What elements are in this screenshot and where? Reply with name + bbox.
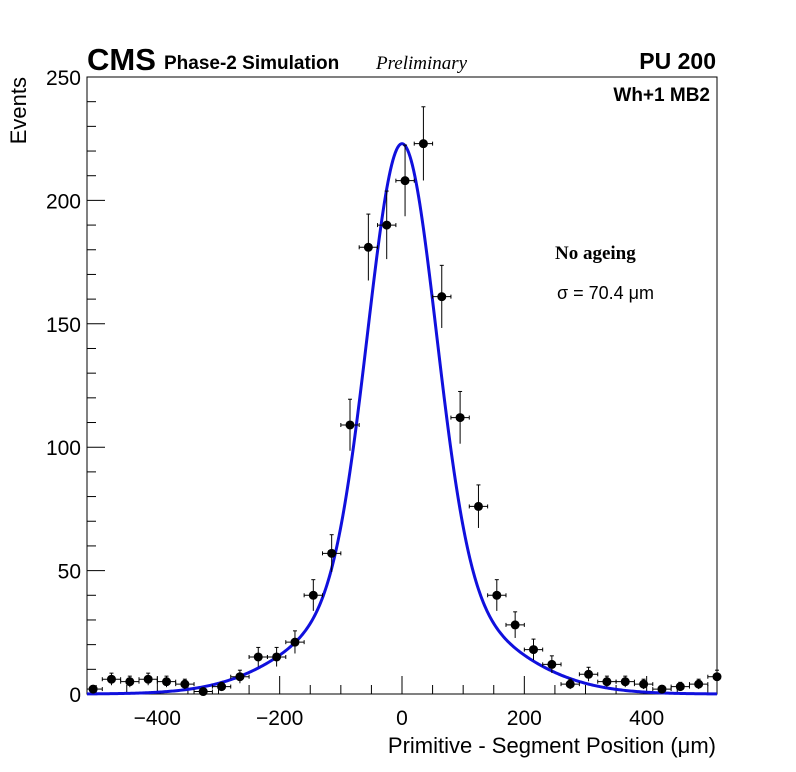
preliminary-label: Preliminary <box>375 53 468 74</box>
data-point <box>340 398 360 451</box>
data-marker <box>565 679 575 689</box>
data-marker <box>639 679 649 689</box>
data-marker <box>180 679 190 689</box>
data-marker <box>235 672 245 682</box>
data-marker <box>602 677 612 687</box>
data-marker <box>510 620 520 630</box>
x-tick-label: 200 <box>507 707 542 730</box>
data-point <box>468 484 489 528</box>
data-marker <box>437 292 447 302</box>
data-marker <box>272 652 282 662</box>
data-point <box>450 390 470 444</box>
data-marker <box>253 652 263 662</box>
data-point <box>211 681 232 692</box>
data-point <box>377 190 397 260</box>
data-point <box>358 213 379 281</box>
y-tick-label: 100 <box>46 437 81 460</box>
data-point <box>432 264 452 328</box>
data-marker <box>657 684 667 694</box>
data-point <box>597 675 617 688</box>
data-point <box>321 534 342 572</box>
data-marker <box>547 659 557 669</box>
data-marker <box>162 677 172 687</box>
data-point <box>560 678 580 690</box>
data-point <box>688 678 709 690</box>
x-tick-label: −400 <box>134 707 181 730</box>
data-marker <box>345 420 355 430</box>
data-point <box>505 611 525 638</box>
data-marker <box>712 672 722 682</box>
x-tick-label: 400 <box>629 707 664 730</box>
data-marker <box>217 682 227 692</box>
data-marker <box>694 679 704 689</box>
data-point <box>303 579 323 611</box>
phase-label: Phase-2 Simulation <box>164 53 339 74</box>
data-point <box>175 678 195 690</box>
data-marker <box>492 590 502 600</box>
cms-label: CMS <box>87 42 156 77</box>
data-point <box>615 675 635 688</box>
data-marker <box>290 637 300 647</box>
data-point <box>487 579 507 611</box>
data-point <box>542 655 562 673</box>
data-marker <box>418 139 428 149</box>
data-point <box>248 646 268 667</box>
data-point <box>230 669 250 684</box>
data-marker <box>327 548 337 558</box>
data-point <box>285 630 305 654</box>
data-marker <box>106 674 116 684</box>
fit-curve <box>86 142 718 696</box>
y-tick-label: 0 <box>69 684 81 707</box>
fit-curve-group <box>86 142 718 696</box>
data-point <box>120 675 140 688</box>
data-point <box>193 687 213 697</box>
y-tick-label: 250 <box>46 67 81 90</box>
region-label: Wh+1 MB2 <box>613 85 710 106</box>
data-points <box>86 106 722 697</box>
data-marker <box>584 669 594 679</box>
x-tick-label: −200 <box>256 707 303 730</box>
x-axis-title: Primitive - Segment Position (μm) <box>388 733 716 758</box>
axis-ticks <box>87 76 709 695</box>
data-marker <box>198 687 208 697</box>
axis-tick-labels: −400 −200 0 200 400 0 50 100 150 200 250 <box>46 67 664 730</box>
data-point <box>101 672 122 686</box>
data-point <box>413 106 434 181</box>
data-point <box>652 684 672 694</box>
ageing-label: No ageing <box>555 243 636 264</box>
data-marker <box>675 682 685 692</box>
x-tick-label: 0 <box>396 707 408 730</box>
data-marker <box>400 176 410 186</box>
data-point <box>395 144 415 217</box>
y-tick-label: 200 <box>46 190 81 213</box>
data-point <box>266 646 287 667</box>
data-marker <box>455 413 465 423</box>
y-axis-title: Events <box>6 77 31 144</box>
data-point <box>707 669 722 684</box>
data-point <box>156 675 177 688</box>
data-marker <box>308 590 318 600</box>
y-tick-label: 50 <box>58 561 81 584</box>
plot-frame <box>86 76 718 695</box>
data-point <box>670 681 690 692</box>
data-point <box>138 672 158 686</box>
data-marker <box>382 220 392 230</box>
data-marker <box>88 684 98 694</box>
data-point <box>86 684 103 694</box>
data-marker <box>125 677 135 687</box>
sigma-label: σ = 70.4 μm <box>557 283 654 303</box>
data-marker <box>620 677 630 687</box>
data-point <box>578 666 599 682</box>
data-marker <box>363 242 373 252</box>
data-marker <box>473 501 483 511</box>
data-marker <box>529 645 539 655</box>
data-point <box>523 638 544 661</box>
data-point <box>633 678 654 690</box>
pileup-label: PU 200 <box>639 48 716 74</box>
data-marker <box>143 674 153 684</box>
y-tick-label: 150 <box>46 314 81 337</box>
